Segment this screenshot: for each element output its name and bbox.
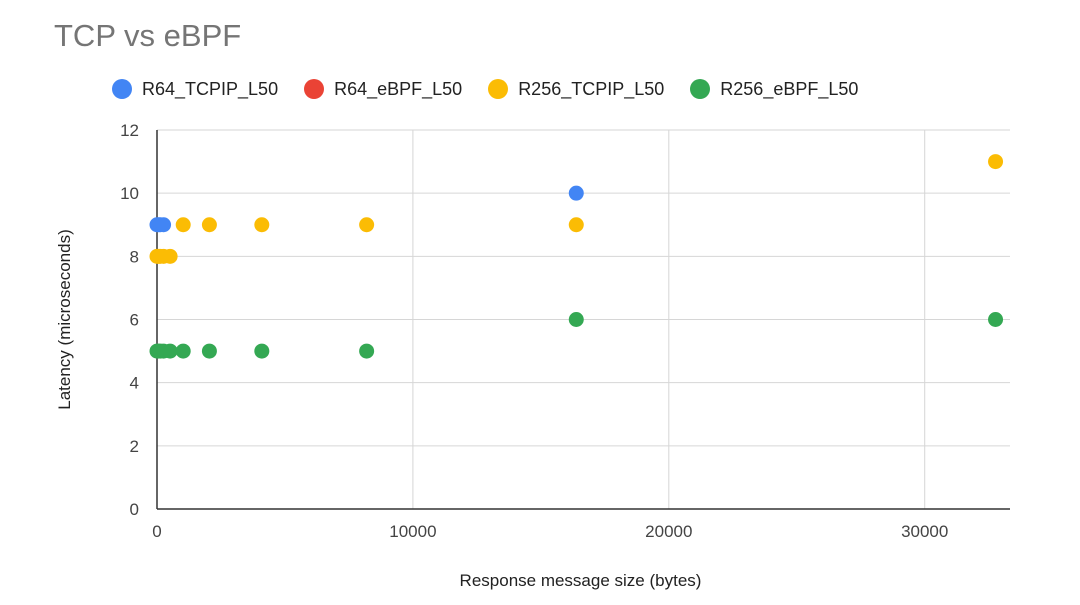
legend-dot-icon <box>112 79 132 99</box>
legend-label: R256_eBPF_L50 <box>720 78 859 99</box>
y-tick-label: 2 <box>130 437 139 456</box>
x-tick-label: 10000 <box>389 522 436 541</box>
data-point <box>988 312 1004 327</box>
legend-label: R64_eBPF_L50 <box>334 78 463 99</box>
y-tick-label: 6 <box>130 311 139 330</box>
x-tick-label: 0 <box>152 522 161 541</box>
x-axis-title: Response message size (bytes) <box>460 571 702 590</box>
data-point <box>568 312 584 327</box>
y-tick-label: 0 <box>130 500 139 519</box>
legend-item: R64_eBPF_L50 <box>304 79 462 100</box>
data-point <box>162 248 178 264</box>
y-tick-label: 12 <box>120 121 139 140</box>
y-tick-label: 8 <box>130 247 139 266</box>
data-point <box>156 217 172 233</box>
x-tick-label: 30000 <box>901 522 948 541</box>
data-point <box>988 154 1004 170</box>
legend: R64_TCPIP_L50 R64_eBPF_L50 R256_TCPIP_L50 R… <box>112 76 884 102</box>
legend-item: R256_eBPF_L50 <box>690 79 858 100</box>
legend-dot-icon <box>304 79 325 99</box>
data-point <box>359 343 375 359</box>
chart-title: TCP vs eBPF <box>54 18 242 53</box>
data-point <box>201 343 217 359</box>
y-tick-label: 4 <box>130 374 139 393</box>
data-point <box>568 217 584 233</box>
y-tick-label: 10 <box>120 184 139 203</box>
data-point <box>162 343 178 359</box>
data-point <box>175 343 191 359</box>
legend-dot-icon <box>488 79 509 99</box>
data-point <box>254 217 270 233</box>
data-point <box>201 217 217 233</box>
x-tick-label: 20000 <box>645 522 692 541</box>
legend-item: R256_TCPIP_L50 <box>488 79 664 100</box>
legend-item: R64_TCPIP_L50 <box>112 79 278 100</box>
data-point <box>568 185 584 201</box>
data-point <box>359 217 375 233</box>
y-axis-title: Latency (microseconds) <box>55 229 74 409</box>
data-point <box>175 217 191 233</box>
data-point <box>254 343 270 359</box>
legend-label: R256_TCPIP_L50 <box>518 78 665 99</box>
legend-label: R64_TCPIP_L50 <box>142 78 279 99</box>
legend-dot-icon <box>690 79 711 99</box>
